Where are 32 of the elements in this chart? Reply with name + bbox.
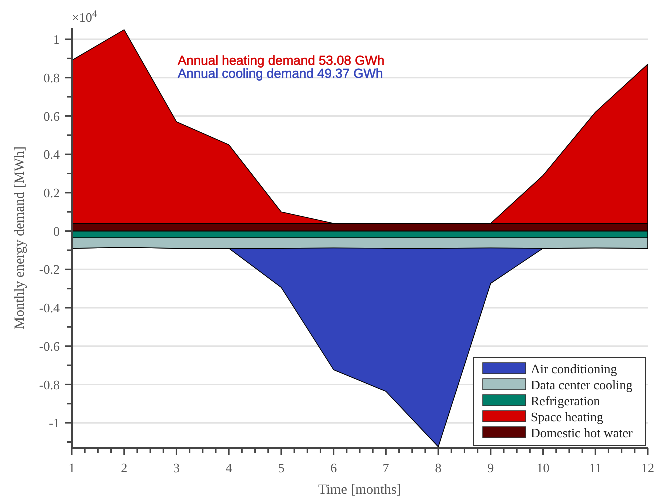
x-tick-label: 8 — [435, 460, 442, 476]
annotation: Annual heating demand 53.08 GWh — [178, 53, 385, 68]
x-tick-label: 12 — [642, 460, 654, 476]
y-tick-label: 0.4 — [44, 147, 60, 162]
y-axis-title: Monthly energy demand [MWh] — [13, 146, 28, 330]
x-tick-label: 4 — [226, 460, 233, 476]
y-tick-label: -1 — [49, 416, 60, 431]
x-tick-label: 11 — [589, 460, 602, 476]
y-tick-label: -0.4 — [39, 300, 60, 316]
y-tick-label: 1 — [54, 32, 60, 48]
y-tick-label: -0.8 — [39, 377, 60, 392]
y-tick-label: 0.6 — [44, 108, 60, 124]
x-tick-label: 1 — [68, 460, 76, 476]
x-tick-label: 5 — [278, 460, 285, 476]
y-tick-label: -0.2 — [39, 262, 60, 278]
legend-label: Data center cooling — [531, 378, 634, 393]
legend-label: Air conditioning — [531, 362, 618, 377]
legend-label: Domestic hot water — [531, 426, 634, 441]
x-axis-title: Time [months] — [318, 483, 402, 498]
x-tick-label: 3 — [173, 460, 180, 476]
legend-label: Space heating — [531, 410, 604, 425]
x-tick-label: 2 — [121, 460, 128, 476]
y-tick-label: 0 — [54, 224, 60, 239]
y-tick-label: 0.2 — [44, 185, 60, 200]
x-tick-label: 7 — [382, 460, 390, 476]
x-tick-label: 9 — [488, 460, 494, 476]
x-tick-label: 10 — [536, 460, 550, 476]
y-tick-label: 0.8 — [44, 70, 60, 86]
text: ×10$^{4}$ — [72, 8, 98, 25]
x-tick-label: 6 — [330, 460, 338, 476]
y-tick-label: -0.6 — [39, 338, 60, 354]
legend-label: Refrigeration — [531, 394, 601, 409]
